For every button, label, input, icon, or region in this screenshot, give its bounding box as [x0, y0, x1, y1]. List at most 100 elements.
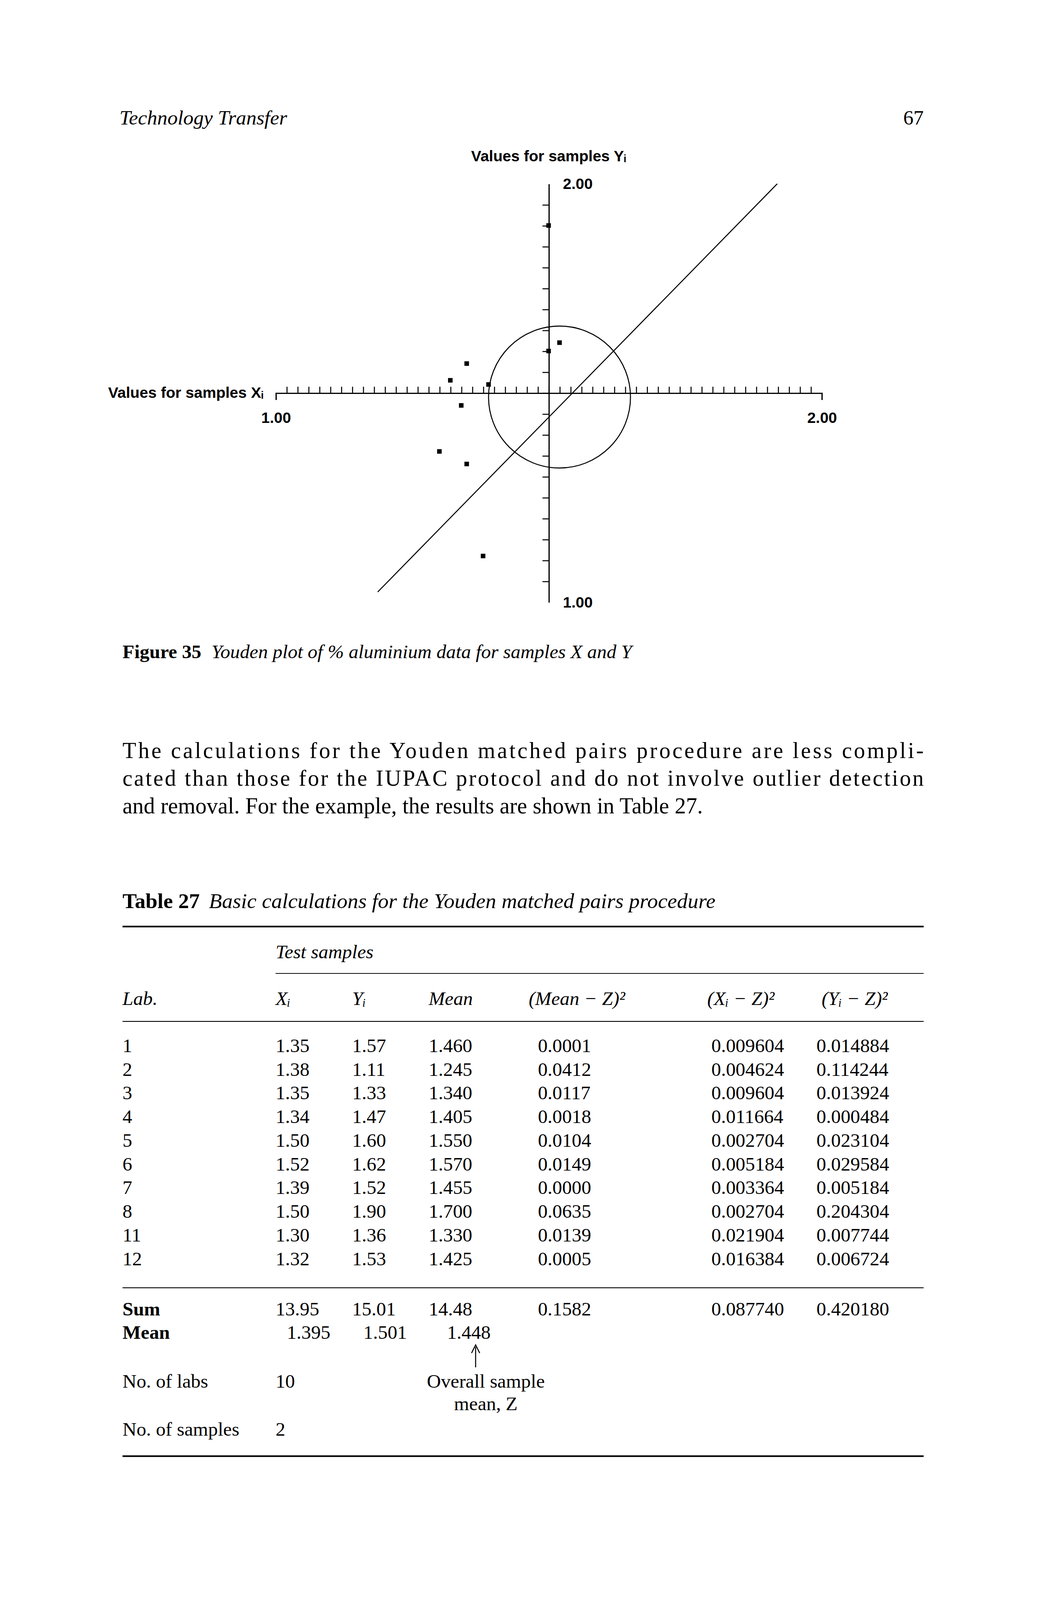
x-minor-tick-mark: [319, 386, 321, 393]
x-minor-tick-mark: [778, 386, 779, 393]
y-minor-tick: [542, 267, 549, 269]
reference-line: [377, 183, 778, 593]
table-cell: 1.700: [428, 1200, 473, 1223]
group-rule: [275, 973, 924, 974]
x-minor-tick: [341, 386, 343, 393]
y-minor-tick: [542, 560, 549, 561]
table-cell: 0.0139: [538, 1224, 592, 1247]
paragraph-line: The calculations for the Youden matched …: [122, 738, 924, 763]
x-minor-tick-mark: [417, 386, 419, 393]
table-cell: 1.33: [352, 1082, 386, 1104]
x-minor-tick: [723, 386, 725, 393]
x-minor-tick-mark: [592, 386, 593, 393]
youden-plot: 1.002.001.002.00Values for samples XᵢVal…: [108, 147, 837, 611]
page-background: [0, 0, 1038, 1600]
x-minor-tick-mark: [472, 386, 474, 393]
table-cell: 5: [122, 1129, 132, 1152]
table-cell: 0.004624: [711, 1058, 785, 1081]
x-minor-tick: [526, 386, 528, 393]
x-minor-tick: [329, 386, 331, 393]
x-axis-title: Values for samples Xᵢ: [108, 384, 264, 401]
table-cell: 12: [122, 1248, 142, 1270]
table-cell: 11: [122, 1224, 141, 1247]
y-minor-tick-mark: [542, 560, 549, 561]
y-minor-tick-mark: [542, 309, 549, 311]
paragraph-line: cated than those for the IUPAC protocol …: [122, 765, 924, 791]
x-minor-tick-mark: [352, 386, 353, 393]
x-minor-tick: [766, 386, 768, 393]
x-minor-tick: [614, 386, 616, 393]
x-minor-tick-mark: [559, 386, 561, 393]
y-minor-tick: [542, 309, 549, 311]
data-point: [458, 403, 464, 408]
arrow-head: [471, 1345, 480, 1354]
y-minor-tick-mark: [542, 329, 549, 331]
group-header: Test samples: [275, 941, 374, 963]
x-minor-tick-mark: [745, 386, 747, 393]
x-minor-tick-mark: [286, 386, 288, 393]
x-minor-tick: [810, 386, 812, 393]
x-minor-tick-mark: [603, 386, 605, 393]
table-cell: 1.47: [352, 1105, 386, 1128]
table-cell: 1.455: [428, 1176, 473, 1199]
x-minor-tick: [701, 386, 703, 393]
x-tick-mark: [275, 392, 277, 401]
table-cell: 0.114244: [816, 1058, 889, 1081]
table-cell: 1: [122, 1034, 132, 1057]
table-label: Table 27: [122, 889, 200, 914]
x-minor-tick-mark: [450, 386, 452, 393]
table-cell: 3: [122, 1082, 132, 1104]
figure-caption: Figure 35Youden plot of % aluminium data…: [122, 640, 634, 663]
table-cell: 1.35: [275, 1034, 310, 1057]
y-minor-tick-mark: [542, 581, 549, 583]
y-minor-tick-mark: [542, 288, 549, 290]
x-minor-tick: [439, 386, 441, 393]
table-cell: 8: [122, 1200, 132, 1223]
x-minor-tick: [778, 386, 779, 393]
x-minor-tick-mark: [810, 386, 812, 393]
x-minor-tick-mark: [504, 386, 506, 393]
x-minor-tick: [472, 386, 474, 393]
y-minor-tick-mark: [542, 539, 549, 541]
column-header: Yᵢ: [352, 987, 366, 1010]
row-label: Mean: [122, 1321, 170, 1344]
y-minor-tick: [542, 246, 549, 248]
table-cell: 1.460: [428, 1034, 473, 1057]
y-minor-tick: [542, 476, 549, 478]
table-cell: 1.39: [275, 1176, 310, 1199]
x-minor-tick: [657, 386, 659, 393]
y-minor-tick-mark: [542, 204, 549, 206]
table-cell: 1.60: [352, 1129, 386, 1152]
table-cell: 1.32: [275, 1248, 310, 1270]
table-cell: 2: [275, 1418, 286, 1441]
x-minor-tick: [635, 386, 637, 393]
table-cell: 0.005184: [816, 1176, 890, 1199]
note-line: Overall sample: [426, 1370, 545, 1393]
note-line: mean, Z: [454, 1393, 518, 1415]
table-cell: 0.0635: [538, 1200, 592, 1223]
x-minor-tick: [384, 386, 386, 393]
table-cell: 1.425: [428, 1248, 473, 1270]
y-tick-label: 2.00: [562, 175, 593, 193]
x-minor-tick: [450, 386, 452, 393]
summary-rule: [122, 1287, 924, 1289]
x-minor-tick-mark: [799, 386, 801, 393]
x-minor-tick: [581, 386, 583, 393]
table-cell: 0.006724: [816, 1248, 890, 1270]
table-cell: 1.90: [352, 1200, 386, 1223]
y-tick-label: 1.00: [562, 593, 593, 611]
table-cell: 0.0018: [538, 1105, 592, 1128]
y-minor-tick: [542, 497, 549, 499]
x-minor-tick: [559, 386, 561, 393]
table-cell: 1.550: [428, 1129, 473, 1152]
x-tick-mark: [821, 392, 823, 401]
table-cell: 0.0005: [538, 1248, 592, 1270]
y-axis-title: Values for samples Yᵢ: [470, 147, 626, 165]
x-minor-tick: [712, 386, 714, 393]
x-minor-tick: [395, 386, 397, 393]
table-cell: 0.0001: [538, 1034, 592, 1057]
table-cell: 1.395: [286, 1321, 331, 1344]
x-minor-tick-mark: [701, 386, 703, 393]
x-minor-tick-mark: [439, 386, 441, 393]
x-minor-tick-mark: [734, 386, 736, 393]
